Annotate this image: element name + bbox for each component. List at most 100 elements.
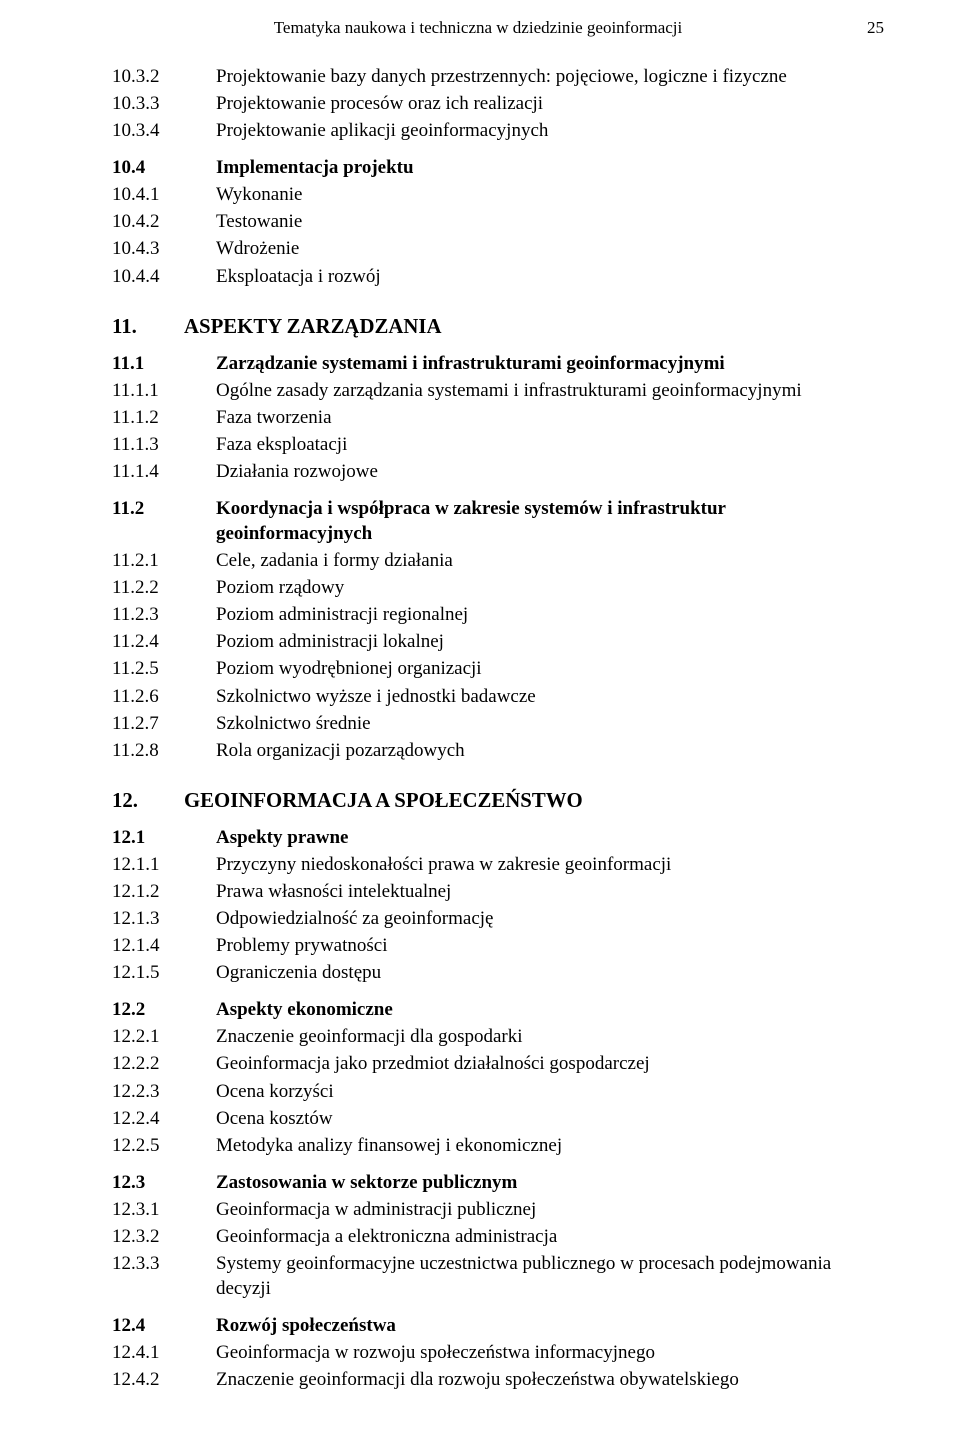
toc-text: Projektowanie aplikacji geoinformacyjnyc… [216,118,884,143]
toc-number: 12.4 [112,1313,216,1338]
toc-number: 12.3.2 [112,1224,216,1249]
toc-number: 12.1.2 [112,879,216,904]
toc-item: 11.2.3Poziom administracji regionalnej [112,602,884,627]
toc-text: Projektowanie bazy danych przestrzennych… [216,64,884,89]
toc-item: 11.2.4Poziom administracji lokalnej [112,629,884,654]
toc-item: 11.1.3Faza eksploatacji [112,432,884,457]
toc-number: 12.1.3 [112,906,216,931]
toc-text: Problemy prywatności [216,933,884,958]
toc-number: 11.2.2 [112,575,216,600]
toc-text: Ocena kosztów [216,1106,884,1131]
toc-item: 12.2.2Geoinformacja jako przedmiot dział… [112,1051,884,1076]
page-number: 25 [844,18,884,38]
toc-item: 12.3.3Systemy geoinformacyjne uczestnict… [112,1251,884,1301]
toc-text: Rozwój społeczeństwa [216,1313,884,1338]
toc-subheading: 12.3Zastosowania w sektorze publicznym [112,1170,884,1195]
toc-text: Przyczyny niedoskonałości prawa w zakres… [216,852,884,877]
toc-text: Poziom administracji regionalnej [216,602,884,627]
toc-number: 12.4.2 [112,1367,216,1392]
toc-text: Aspekty ekonomiczne [216,997,884,1022]
toc-number: 12.1 [112,825,216,850]
toc-text: Działania rozwojowe [216,459,884,484]
toc-text: Faza tworzenia [216,405,884,430]
toc-number: 12.1.1 [112,852,216,877]
toc-number: 12.1.5 [112,960,216,985]
toc-number: 10.4.3 [112,236,216,261]
toc-text: Szkolnictwo średnie [216,711,884,736]
toc-number: 12.3.1 [112,1197,216,1222]
toc-item: 12.4.1Geoinformacja w rozwoju społeczeńs… [112,1340,884,1365]
toc-subheading: 10.4Implementacja projektu [112,155,884,180]
toc-number: 11.2.8 [112,738,216,763]
toc-item: 12.3.1Geoinformacja w administracji publ… [112,1197,884,1222]
toc-item: 10.3.4Projektowanie aplikacji geoinforma… [112,118,884,143]
toc-text: Systemy geoinformacyjne uczestnictwa pub… [216,1251,884,1301]
toc-item: 11.2.6Szkolnictwo wyższe i jednostki bad… [112,684,884,709]
toc-number: 12.2 [112,997,216,1022]
toc-text: Geoinformacja w rozwoju społeczeństwa in… [216,1340,884,1365]
toc-number: 11.2.3 [112,602,216,627]
toc-number: 12.4.1 [112,1340,216,1365]
toc-subheading: 11.2Koordynacja i współpraca w zakresie … [112,496,884,546]
toc-item: 11.2.1Cele, zadania i formy działania [112,548,884,573]
toc-item: 12.1.5Ograniczenia dostępu [112,960,884,985]
toc-text: Geoinformacja jako przedmiot działalnośc… [216,1051,884,1076]
toc-text: Aspekty prawne [216,825,884,850]
toc-text: Koordynacja i współpraca w zakresie syst… [216,496,884,546]
section-title: ASPEKTY ZARZĄDZANIA [184,315,442,339]
toc-item: 12.4.2Znaczenie geoinformacji dla rozwoj… [112,1367,884,1392]
toc-text: Faza eksploatacji [216,432,884,457]
toc-item: 12.2.4Ocena kosztów [112,1106,884,1131]
toc-item: 11.1.2Faza tworzenia [112,405,884,430]
toc-number: 12.2.4 [112,1106,216,1131]
toc-number: 11.1.1 [112,378,216,403]
toc-item: 12.2.5Metodyka analizy finansowej i ekon… [112,1133,884,1158]
toc-item: 10.4.1Wykonanie [112,182,884,207]
toc-text: Ogólne zasady zarządzania systemami i in… [216,378,884,403]
toc-item: 10.3.2Projektowanie bazy danych przestrz… [112,64,884,89]
toc-text: Implementacja projektu [216,155,884,180]
toc-text: Rola organizacji pozarządowych [216,738,884,763]
toc-item: 11.1.4Działania rozwojowe [112,459,884,484]
toc-number: 12.3 [112,1170,216,1195]
toc-text: Geoinformacja w administracji publicznej [216,1197,884,1222]
toc-number: 11.2.7 [112,711,216,736]
running-title: Tematyka naukowa i techniczna w dziedzin… [112,18,844,38]
toc-item: 11.2.8Rola organizacji pozarządowych [112,738,884,763]
toc-text: Zarządzanie systemami i infrastrukturami… [216,351,884,376]
toc-number: 11.1.4 [112,459,216,484]
toc-number: 12.1.4 [112,933,216,958]
toc-text: Ocena korzyści [216,1079,884,1104]
toc-text: Ograniczenia dostępu [216,960,884,985]
toc-item: 12.2.1Znaczenie geoinformacji dla gospod… [112,1024,884,1049]
toc-number: 11.2 [112,496,216,521]
toc-item: 12.1.2Prawa własności intelektualnej [112,879,884,904]
toc-number: 10.4 [112,155,216,180]
toc-subheading: 12.2Aspekty ekonomiczne [112,997,884,1022]
section-heading-12: 12. GEOINFORMACJA A SPOŁECZEŃSTWO [112,789,884,813]
toc-number: 12.2.2 [112,1051,216,1076]
toc-subheading: 12.1Aspekty prawne [112,825,884,850]
toc-number: 11.2.6 [112,684,216,709]
toc-item: 12.1.3Odpowiedzialność za geoinformację [112,906,884,931]
toc-number: 11.1 [112,351,216,376]
toc-text: Prawa własności intelektualnej [216,879,884,904]
document-page: Tematyka naukowa i techniczna w dziedzin… [0,0,960,1434]
toc-subheading: 11.1Zarządzanie systemami i infrastruktu… [112,351,884,376]
toc-item: 10.4.3Wdrożenie [112,236,884,261]
toc-number: 10.3.4 [112,118,216,143]
toc-item: 12.2.3Ocena korzyści [112,1079,884,1104]
toc-number: 11.2.5 [112,656,216,681]
toc-item: 11.2.7Szkolnictwo średnie [112,711,884,736]
toc-number: 10.3.3 [112,91,216,116]
toc-text: Eksploatacja i rozwój [216,264,884,289]
toc-number: 10.4.4 [112,264,216,289]
toc-item: 12.3.2Geoinformacja a elektroniczna admi… [112,1224,884,1249]
toc-number: 12.3.3 [112,1251,216,1276]
toc-text: Znaczenie geoinformacji dla rozwoju społ… [216,1367,884,1392]
section-number: 11. [112,315,184,339]
toc-text: Zastosowania w sektorze publicznym [216,1170,884,1195]
toc-text: Wykonanie [216,182,884,207]
section-heading-11: 11. ASPEKTY ZARZĄDZANIA [112,315,884,339]
toc-item: 12.1.4Problemy prywatności [112,933,884,958]
